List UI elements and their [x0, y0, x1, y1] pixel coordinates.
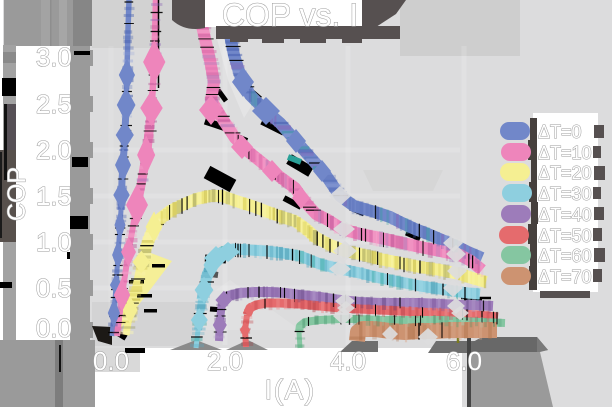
svg-text:6.0: 6.0 [446, 346, 482, 376]
svg-text:ΔT=20: ΔT=20 [538, 163, 592, 183]
svg-text:ΔT=30: ΔT=30 [538, 184, 592, 204]
svg-text:ΔT=70: ΔT=70 [538, 267, 592, 287]
svg-text:COP: COP [3, 167, 31, 221]
svg-text:0.0: 0.0 [36, 313, 72, 343]
svg-text:2.5: 2.5 [36, 89, 72, 119]
svg-text:ΔT=50: ΔT=50 [538, 226, 592, 246]
svg-text:4.0: 4.0 [330, 346, 366, 376]
svg-text:2.0: 2.0 [207, 346, 243, 376]
svg-text:1.0: 1.0 [36, 227, 72, 257]
svg-text:ΔT=10: ΔT=10 [538, 143, 592, 163]
svg-text:I(A): I(A) [264, 374, 315, 405]
svg-text:3.0: 3.0 [36, 42, 72, 72]
svg-text:0.5: 0.5 [36, 273, 72, 303]
svg-text:0.0: 0.0 [93, 346, 129, 376]
svg-text:1.5: 1.5 [36, 181, 72, 211]
svg-text:ΔT=60: ΔT=60 [538, 246, 592, 266]
svg-text:2.0: 2.0 [36, 135, 72, 165]
svg-text:ΔT=40: ΔT=40 [538, 205, 592, 225]
svg-text:ΔT=0: ΔT=0 [538, 122, 582, 142]
svg-text:COP vs. I: COP vs. I [222, 0, 358, 33]
